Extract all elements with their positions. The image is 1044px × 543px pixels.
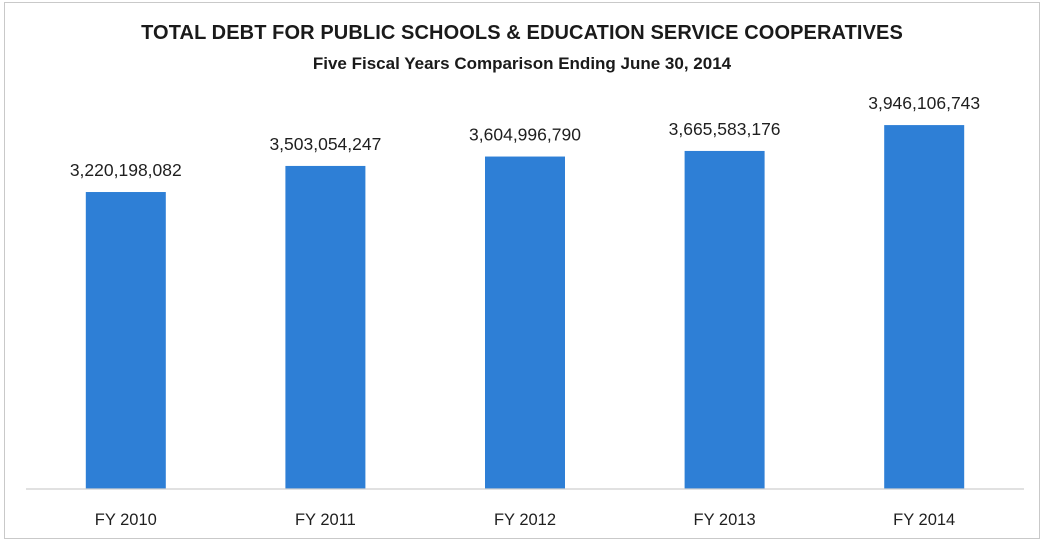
- bar-fy-2012: [485, 156, 565, 489]
- bar-fy-2011: [285, 165, 366, 489]
- data-label: 3,503,054,247: [269, 134, 381, 154]
- data-label: 3,604,996,790: [469, 125, 581, 145]
- labels-group: 3,220,198,082 FY 2010 3,503,054,247 FY 2011…: [70, 93, 980, 529]
- bars-group: [85, 125, 965, 489]
- data-label: 3,220,198,082: [70, 160, 182, 180]
- bar-fy-2013: [684, 150, 765, 489]
- x-tick-label: FY 2012: [494, 511, 556, 529]
- data-label: 3,946,106,743: [868, 93, 980, 113]
- bar-fy-2010: [85, 192, 166, 489]
- x-tick-label: FY 2011: [295, 511, 356, 529]
- chart-subtitle: Five Fiscal Years Comparison Ending June…: [312, 54, 732, 73]
- chart-title: TOTAL DEBT FOR PUBLIC SCHOOLS & EDUCATIO…: [141, 22, 903, 44]
- bar-fy-2014: [884, 125, 965, 489]
- x-tick-label: FY 2014: [893, 511, 955, 529]
- x-tick-label: FY 2010: [95, 511, 157, 529]
- data-label: 3,665,583,176: [669, 119, 781, 139]
- x-tick-label: FY 2013: [694, 511, 756, 529]
